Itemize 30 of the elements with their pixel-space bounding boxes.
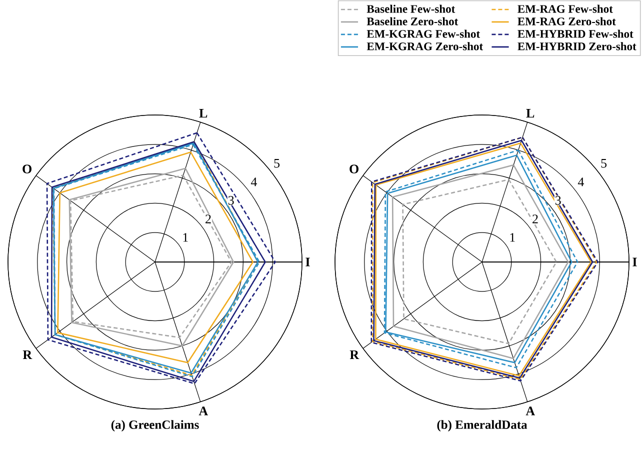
y-tick-label: 4 <box>578 178 584 186</box>
y-tick-label: 2 <box>206 214 211 224</box>
spoke-label: L <box>199 108 208 118</box>
legend-label: EM-KGRAG Zero-shot <box>366 42 484 50</box>
legend-label: EM-RAG Zero-shot <box>518 17 616 26</box>
y-tick-label: 1 <box>510 233 515 242</box>
spoke-label: O <box>22 164 32 174</box>
spoke-label: I <box>306 258 310 266</box>
spoke-label: A <box>198 406 208 416</box>
spoke-label: R <box>22 350 32 359</box>
spoke-label: R <box>350 350 360 359</box>
y-tick-label: 2 <box>532 214 538 224</box>
legend-label: EM-KGRAG Few-shot <box>366 30 480 38</box>
spoke-label: L <box>526 108 534 118</box>
legend-label: EM-RAG Few-shot <box>518 4 613 13</box>
text: (b) EmeraldData <box>437 420 528 432</box>
legend-label: Baseline Zero-shot <box>366 17 458 26</box>
legend-label: EM-HYBRID Few-shot <box>518 30 634 38</box>
spoke-label: O <box>350 164 358 174</box>
legend-label: EM-HYBRID Zero-shot <box>518 42 636 50</box>
legend-label: Baseline Few-shot <box>366 4 456 13</box>
y-tick-label: 4 <box>250 178 257 186</box>
y-tick-label: 3 <box>555 196 561 205</box>
y-tick-label: 5 <box>601 159 607 168</box>
text: (a) GreenClaims <box>111 420 199 432</box>
spoke-label: I <box>632 258 637 266</box>
y-tick-label: 1 <box>183 233 188 242</box>
y-tick-label: 3 <box>228 196 234 205</box>
spoke-label: A <box>526 406 535 416</box>
y-tick-label: 5 <box>274 159 280 168</box>
